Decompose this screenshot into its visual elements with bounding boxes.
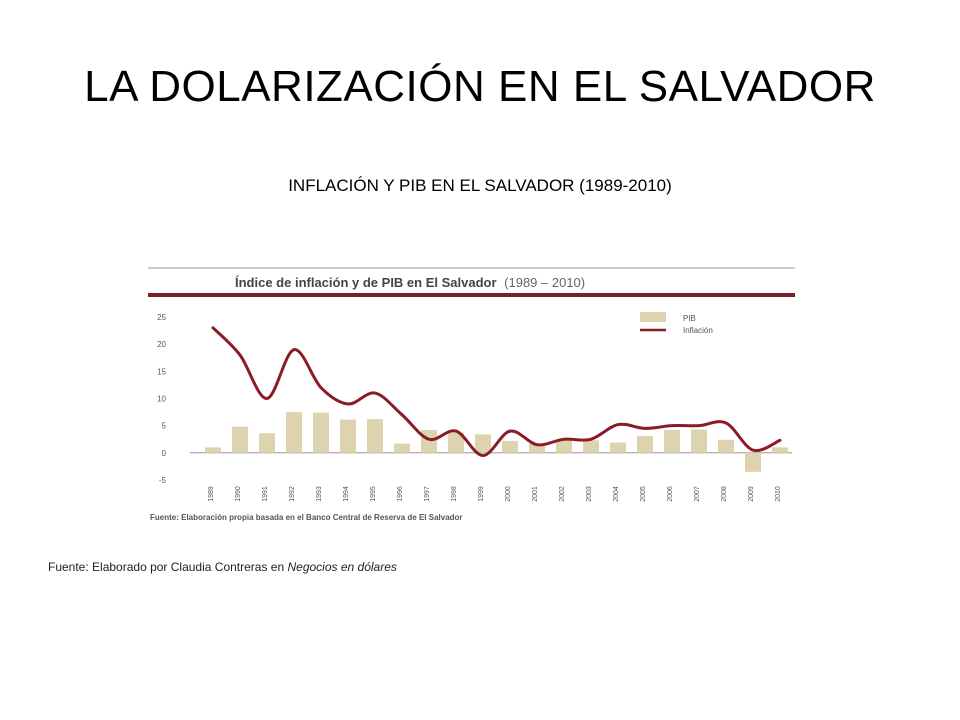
slide-subtitle: INFLACIÓN Y PIB EN EL SALVADOR (1989-201…: [288, 176, 672, 195]
x-tick-label: 1994: [343, 486, 350, 502]
x-tick-label: 2001: [532, 486, 539, 502]
x-tick-label: 1999: [478, 486, 485, 502]
x-tick-label: 2007: [694, 486, 701, 502]
source-caption-work: Negocios en dólares: [287, 560, 397, 574]
pib-bar: [367, 419, 383, 453]
x-tick-label: 1997: [424, 486, 431, 502]
x-axis-ticks: 1989 1990 1991 1992 1993 1994 1995 1996 1997 1998…: [208, 486, 782, 502]
pib-bar: [313, 412, 329, 453]
y-tick-label: 5: [162, 422, 167, 431]
pib-bar: [286, 412, 302, 453]
pib-bar: [583, 440, 599, 453]
x-tick-label: 2004: [613, 486, 620, 502]
x-tick-label: 1990: [235, 486, 242, 502]
chart-title-period: (1989 – 2010): [504, 275, 585, 290]
chart-svg: Índice de inflación y de PIB en El Salva…: [148, 267, 795, 522]
chart-figure: Índice de inflación y de PIB en El Salva…: [140, 262, 800, 532]
pib-bar: [664, 430, 680, 453]
chart-source-note: Fuente: Elaboración propia basada en el …: [150, 513, 463, 522]
source-caption-prefix: Fuente: Elaborado por Claudia Contreras …: [48, 560, 288, 574]
pib-bar: [772, 447, 788, 453]
chart-title-main: Índice de inflación y de PIB en El Salva…: [235, 275, 497, 290]
pib-bar: [691, 429, 707, 453]
pib-bar: [394, 443, 410, 453]
y-tick-label: 20: [157, 340, 166, 349]
pib-bar: [529, 443, 545, 453]
y-tick-label: 0: [162, 449, 167, 458]
x-tick-label: 1992: [289, 486, 296, 502]
chart-legend: PIB Inflación: [640, 312, 713, 335]
pib-bar: [205, 447, 221, 453]
x-tick-label: 1991: [262, 486, 269, 502]
pib-bar: [232, 426, 248, 453]
x-tick-label: 2006: [667, 486, 674, 502]
legend-inflation-label: Inflación: [683, 326, 713, 335]
x-tick-label: 2009: [748, 486, 755, 502]
pib-bar: [637, 435, 653, 453]
pib-bar: [340, 419, 356, 453]
pib-bar: [718, 439, 734, 453]
x-tick-label: 1996: [397, 486, 404, 502]
x-tick-label: 2008: [721, 486, 728, 502]
source-caption: Fuente: Elaborado por Claudia Contreras …: [48, 560, 397, 574]
x-tick-label: 2005: [640, 486, 647, 502]
pib-bar: [745, 452, 761, 472]
y-tick-label: 15: [157, 367, 166, 376]
x-tick-label: 1993: [316, 486, 323, 502]
pib-bar: [502, 440, 518, 453]
y-tick-label: 25: [157, 313, 166, 322]
legend-pib-label: PIB: [683, 314, 696, 323]
pib-bars: [205, 412, 788, 472]
x-tick-label: 1995: [370, 486, 377, 502]
x-tick-label: 1998: [451, 486, 458, 502]
pib-bar: [448, 432, 464, 453]
pib-bar: [421, 430, 437, 453]
legend-pib-swatch: [640, 312, 666, 322]
x-tick-label: 2003: [586, 486, 593, 502]
x-tick-label: 2002: [559, 486, 566, 502]
slide-title: LA DOLARIZACIÓN EN EL SALVADOR: [84, 62, 876, 111]
x-tick-label: 2000: [505, 486, 512, 502]
y-tick-label: 10: [157, 395, 166, 404]
x-tick-label: 1989: [208, 486, 215, 502]
pib-bar: [475, 434, 491, 453]
pib-bar: [556, 440, 572, 453]
y-tick-label: -5: [159, 476, 167, 485]
x-tick-label: 2010: [775, 486, 782, 502]
inflation-line: [211, 326, 782, 458]
chart-title-band: [148, 293, 795, 297]
pib-bar: [259, 433, 275, 453]
pib-bar: [610, 442, 626, 453]
y-axis-ticks: 25 20 15 10 5 0 -5: [157, 313, 166, 485]
chart-title: Índice de inflación y de PIB en El Salva…: [235, 275, 585, 290]
